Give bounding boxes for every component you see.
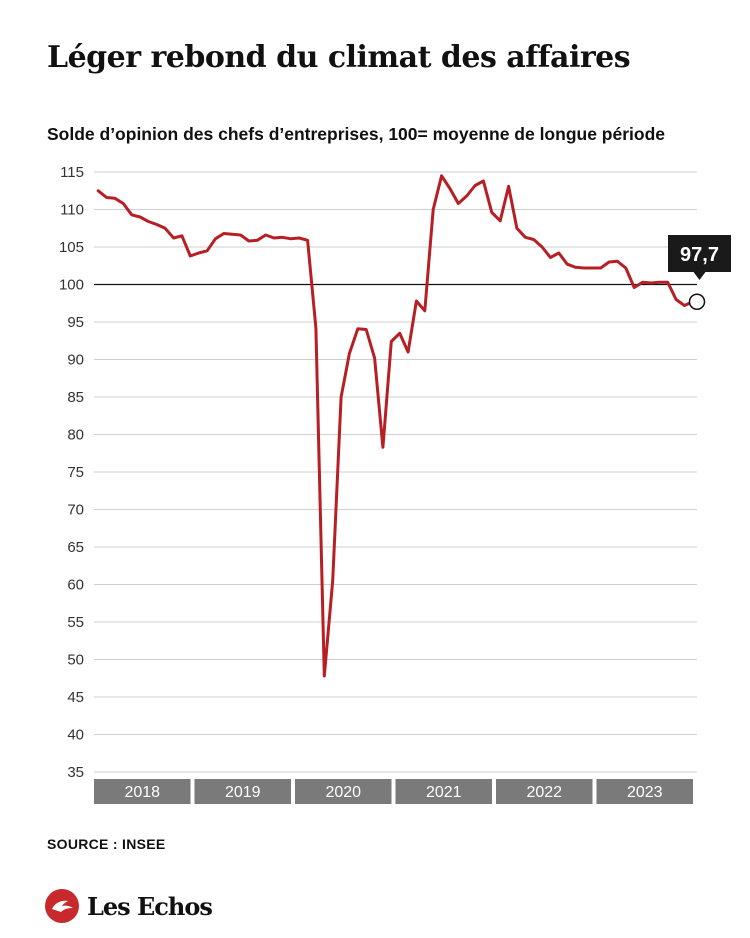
year-label: 2021	[426, 784, 462, 801]
y-tick-label: 80	[67, 427, 84, 444]
y-tick-label: 50	[67, 652, 84, 669]
year-label: 2018	[124, 784, 160, 801]
callout-box	[668, 235, 731, 280]
y-tick-label: 95	[67, 314, 84, 331]
year-band-cell	[295, 779, 392, 804]
year-label: 2023	[627, 784, 663, 801]
y-tick-label: 100	[59, 277, 84, 294]
y-tick-label: 35	[67, 764, 84, 781]
y-tick-label: 105	[59, 239, 84, 256]
y-tick-label: 55	[67, 614, 84, 631]
y-tick-label: 75	[67, 464, 84, 481]
year-band-cell	[496, 779, 593, 804]
line-chart: 115 110 105 100 95 90 85 80 75 70 65 60 55 50 45 40 35 2…	[59, 164, 731, 804]
y-tick-label: 85	[67, 389, 84, 406]
year-label: 2022	[526, 784, 562, 801]
les-echos-emblem-icon	[45, 889, 79, 923]
chart-subtitle: Solde d’opinion des chefs d’entreprises,…	[47, 124, 665, 144]
year-band: 2018 2019 2020 2021 2022 2023	[94, 779, 693, 804]
year-band-cell	[94, 779, 191, 804]
y-tick-label: 110	[60, 202, 84, 219]
series-line-path	[96, 174, 695, 678]
y-tick-label: 70	[67, 502, 84, 519]
last-value-marker	[688, 293, 706, 310]
y-tick-label: 65	[67, 539, 84, 556]
y-tick-label: 60	[67, 577, 84, 594]
year-band-cell	[194, 779, 291, 804]
last-value-label: 97,7	[680, 244, 719, 266]
year-band-cell	[395, 779, 492, 804]
chart-title: Léger rebond du climat des affaires	[47, 40, 631, 75]
y-tick-label: 45	[67, 689, 84, 706]
y-tick-label: 115	[60, 164, 84, 181]
year-label: 2019	[225, 784, 261, 801]
year-band-cell	[596, 779, 693, 804]
y-axis-tick-labels: 115 110 105 100 95 90 85 80 75 70 65 60 55 50 45 40 35	[59, 164, 84, 781]
y-tick-label: 40	[67, 727, 84, 744]
source-note: SOURCE : INSEE	[47, 836, 166, 852]
series-line	[96, 174, 695, 678]
les-echos-logo: Les Echos	[45, 889, 213, 923]
brand-name: Les Echos	[87, 891, 213, 921]
last-value-callout: 97,7	[668, 235, 731, 310]
year-label: 2020	[325, 784, 361, 801]
grid-lines	[94, 171, 697, 773]
y-tick-label: 90	[67, 352, 84, 369]
